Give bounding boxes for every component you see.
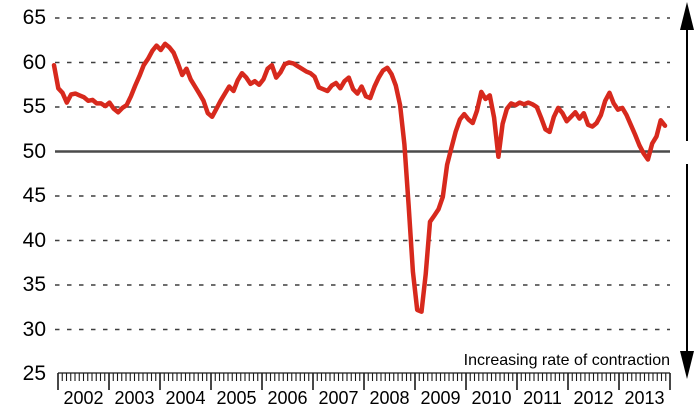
y-tick-label: 45	[22, 184, 46, 207]
y-tick-label: 50	[22, 139, 46, 163]
x-year-label: 2002	[63, 388, 104, 408]
expansion-arrow	[680, 2, 694, 141]
x-year-label: 2003	[114, 388, 155, 408]
up-arrow-head-icon	[680, 2, 694, 30]
y-tick-label: 30	[22, 317, 46, 341]
axis-ticks-layer	[57, 372, 671, 390]
y-tick-label: 35	[22, 273, 46, 296]
y-tick-label: 65	[22, 6, 46, 29]
x-year-label: 2012	[573, 388, 614, 408]
x-year-label: 2005	[216, 388, 257, 408]
x-year-label: 2004	[165, 388, 206, 408]
gridlines-layer	[55, 17, 670, 331]
pmi-series-line	[51, 41, 668, 314]
data-series-layer	[51, 41, 668, 314]
x-year-label: 2010	[471, 388, 512, 408]
x-year-label: 2009	[420, 388, 461, 408]
x-year-label: 2011	[523, 388, 562, 408]
y-tick-label: 25	[22, 362, 46, 385]
contraction-annotation: Increasing rate of contraction	[463, 352, 670, 369]
x-year-label: 2006	[267, 388, 308, 408]
x-year-label: 2008	[369, 388, 410, 408]
contraction-arrow	[680, 164, 694, 379]
y-tick-label: 60	[22, 50, 46, 74]
x-year-label: 2013	[624, 388, 665, 408]
x-year-label: 2007	[318, 388, 359, 408]
down-arrow-head-icon	[680, 351, 694, 379]
y-tick-label: 55	[22, 95, 46, 118]
y-tick-label: 40	[22, 228, 46, 252]
